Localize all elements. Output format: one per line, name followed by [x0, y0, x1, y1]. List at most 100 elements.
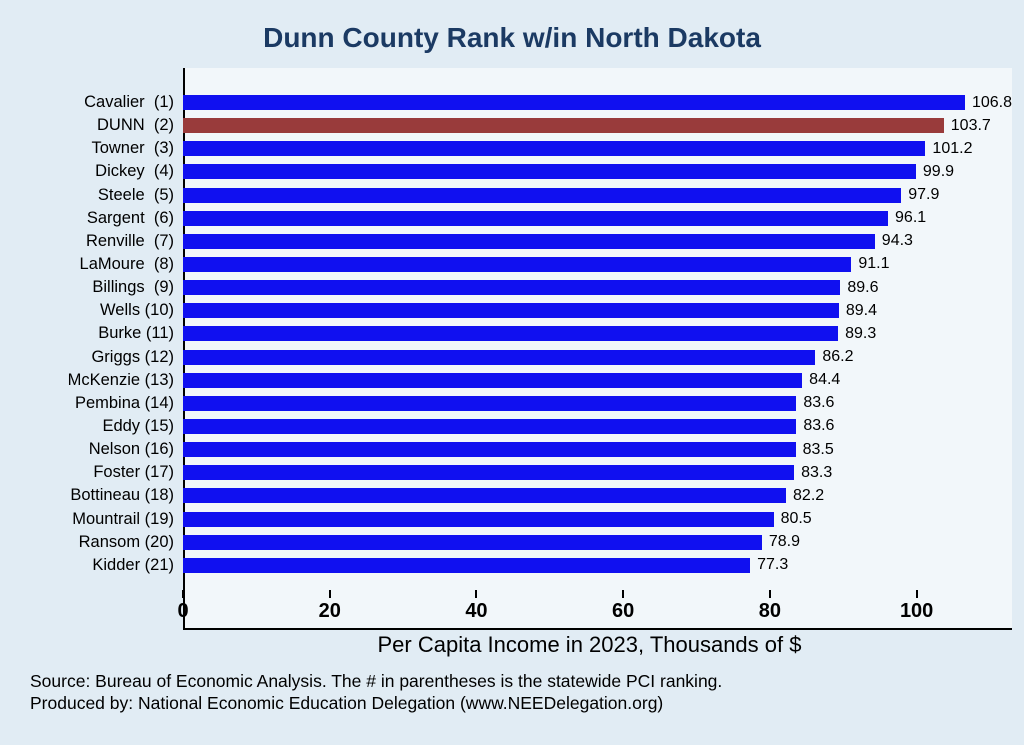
- bar-track: 99.9: [183, 161, 1012, 182]
- bar-track: 97.9: [183, 185, 1012, 206]
- value-label: 99.9: [922, 162, 955, 180]
- x-tick-mark: [328, 590, 331, 598]
- category-label: Bottineau (18): [70, 486, 174, 505]
- bar-row: Wells (10) 89.4: [28, 300, 1012, 321]
- bar: [183, 303, 839, 319]
- x-tick-label: 0: [177, 600, 189, 622]
- bar: [183, 256, 852, 272]
- bar-row: Nelson (16) 83.5: [28, 439, 1012, 460]
- value-label: 91.1: [858, 255, 890, 273]
- x-tick-label: 40: [465, 600, 488, 622]
- producer-note: Produced by: National Economic Education…: [30, 693, 664, 713]
- value-label: 103.7: [950, 116, 991, 134]
- category-label: Nelson (16): [88, 440, 174, 459]
- bar-track: 96.1: [183, 208, 1012, 229]
- bar: [183, 557, 751, 573]
- bar-track: 82.2: [183, 485, 1012, 506]
- value-label: 82.2: [793, 486, 825, 504]
- bar-track: 80.5: [183, 509, 1012, 530]
- category-label: Pembina (14): [74, 393, 174, 412]
- bar-row: Cavalier (1) 106.8: [28, 92, 1012, 113]
- bar-track: 83.3: [183, 462, 1012, 483]
- bar-track: 83.5: [183, 439, 1012, 460]
- bar-track: 77.3: [183, 555, 1012, 576]
- value-label: 106.8: [971, 93, 1012, 111]
- bar: [183, 280, 841, 296]
- bar: [183, 465, 795, 481]
- category-label: Burke (11): [98, 324, 174, 343]
- bar-row: Renville (7) 94.3: [28, 231, 1012, 252]
- value-label: 89.3: [845, 324, 877, 342]
- category-label: Renville (7): [85, 231, 174, 250]
- footnotes: Source: Bureau of Economic Analysis. The…: [30, 670, 1024, 714]
- bar: [183, 233, 875, 249]
- bar: [183, 141, 926, 157]
- x-tick-label: 80: [758, 600, 782, 622]
- bar-track: 83.6: [183, 393, 1012, 414]
- category-label: Mountrail (19): [72, 509, 174, 528]
- bar: [183, 164, 916, 180]
- bar: [183, 95, 965, 110]
- bar: [183, 349, 816, 365]
- chart-title: Dunn County Rank w/in North Dakota: [263, 22, 761, 53]
- bar-row: LaMoure (8) 91.1: [28, 254, 1012, 275]
- bar-track: 101.2: [183, 138, 1012, 159]
- value-label: 96.1: [895, 209, 927, 227]
- bar-track: 89.4: [183, 300, 1012, 321]
- bar-track: 89.6: [183, 277, 1012, 298]
- bar-row: Griggs (12) 86.2: [28, 347, 1012, 368]
- value-label: 101.2: [932, 139, 973, 157]
- category-label: Cavalier (1): [84, 93, 174, 111]
- bar-row: McKenzie (13) 84.4: [28, 370, 1012, 391]
- category-label: Steele (5): [97, 185, 174, 204]
- bar-row: Ransom (20) 78.9: [28, 532, 1012, 553]
- category-label: McKenzie (13): [67, 370, 174, 389]
- highlighted-bar: [183, 118, 944, 134]
- bar: [183, 442, 796, 458]
- x-tick-mark: [182, 590, 184, 598]
- value-label: 83.6: [803, 394, 835, 412]
- bar-row: Eddy (15) 83.6: [28, 416, 1012, 437]
- x-axis: 0 20 40 60 80 100: [177, 590, 1012, 630]
- bar: [183, 488, 787, 504]
- bar-track: 86.2: [183, 347, 1012, 368]
- bar: [183, 187, 902, 203]
- value-label: 94.3: [881, 232, 913, 250]
- bar-track: 106.8: [183, 92, 1012, 113]
- bar: [183, 326, 839, 342]
- bar-row: Sargent (6) 96.1: [28, 208, 1012, 229]
- category-label: Dickey (4): [95, 162, 174, 181]
- bar-rows: Cavalier (1) 106.8 DUNN (2) 103.7 Towner (3)…: [28, 68, 1012, 590]
- bar-track: 89.3: [183, 323, 1012, 344]
- value-label: 89.6: [847, 278, 879, 296]
- category-label: Towner (3): [91, 139, 174, 158]
- value-label: 86.2: [822, 348, 854, 366]
- x-tick-label: 60: [612, 600, 635, 622]
- bar-track: 91.1: [183, 254, 1012, 275]
- category-label: Griggs (12): [91, 347, 174, 366]
- source-note: Source: Bureau of Economic Analysis. The…: [30, 671, 723, 691]
- x-tick-label: 20: [318, 600, 341, 622]
- value-label: 83.5: [802, 440, 834, 458]
- value-label: 97.9: [908, 186, 940, 204]
- x-tick-label: 100: [899, 600, 934, 622]
- bar-track: 84.4: [183, 370, 1012, 391]
- category-label: Eddy (15): [102, 416, 174, 435]
- x-tick-mark: [915, 590, 918, 598]
- category-label: Ransom (20): [78, 532, 174, 551]
- value-label: 89.4: [845, 301, 877, 319]
- value-label: 84.4: [809, 371, 841, 389]
- value-label: 80.5: [780, 510, 812, 528]
- bar-row: DUNN (2) 103.7: [28, 115, 1012, 136]
- bar: [183, 210, 889, 226]
- bar: [183, 372, 803, 388]
- bar-track: 78.9: [183, 532, 1012, 553]
- x-axis-label: Per Capita Income in 2023, Thousands of …: [377, 632, 802, 657]
- value-label: 78.9: [768, 533, 800, 551]
- category-label: DUNN (2): [97, 116, 174, 135]
- bar-track: 103.7: [183, 115, 1012, 136]
- category-label: Foster (17): [93, 463, 174, 482]
- value-label: 83.3: [801, 463, 833, 481]
- category-label: Billings (9): [92, 278, 174, 297]
